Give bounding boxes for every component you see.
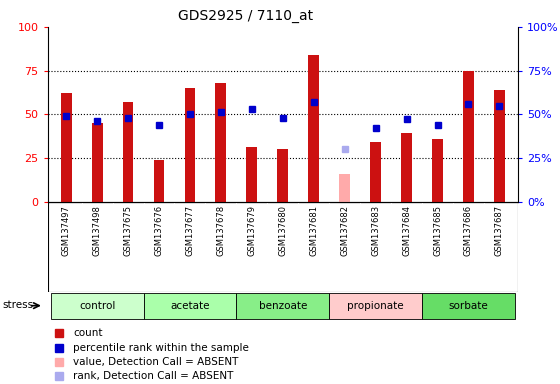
Bar <box>92 123 102 202</box>
Bar <box>123 102 133 202</box>
Text: GSM137685: GSM137685 <box>433 205 442 256</box>
Bar <box>51 293 143 319</box>
Bar <box>329 293 422 319</box>
Text: acetate: acetate <box>170 301 209 311</box>
Text: GSM137686: GSM137686 <box>464 205 473 257</box>
Text: GSM137498: GSM137498 <box>92 205 101 256</box>
Text: GSM137678: GSM137678 <box>216 205 226 257</box>
Text: GSM137680: GSM137680 <box>278 205 287 256</box>
Text: sorbate: sorbate <box>449 301 488 311</box>
Text: count: count <box>73 328 103 338</box>
Bar <box>277 149 288 202</box>
Text: GSM137497: GSM137497 <box>62 205 71 256</box>
Bar <box>216 83 226 202</box>
Text: benzoate: benzoate <box>259 301 307 311</box>
Text: rank, Detection Call = ABSENT: rank, Detection Call = ABSENT <box>73 371 234 381</box>
Bar <box>60 93 72 202</box>
Text: GSM137679: GSM137679 <box>248 205 256 256</box>
Bar <box>236 293 329 319</box>
Bar <box>422 293 515 319</box>
Bar <box>432 139 443 202</box>
Text: control: control <box>79 301 115 311</box>
Text: GSM137681: GSM137681 <box>309 205 318 256</box>
Text: GSM137675: GSM137675 <box>124 205 133 256</box>
Text: GDS2925 / 7110_at: GDS2925 / 7110_at <box>178 9 312 23</box>
Text: value, Detection Call = ABSENT: value, Detection Call = ABSENT <box>73 357 239 367</box>
Bar <box>494 90 505 202</box>
Bar <box>401 134 412 202</box>
Text: GSM137687: GSM137687 <box>495 205 504 257</box>
Text: propionate: propionate <box>347 301 404 311</box>
Text: stress: stress <box>2 300 34 310</box>
Bar <box>246 147 257 202</box>
Text: GSM137677: GSM137677 <box>185 205 194 257</box>
Bar <box>339 174 350 202</box>
Bar <box>185 88 195 202</box>
Bar <box>463 71 474 202</box>
Bar <box>370 142 381 202</box>
Text: GSM137683: GSM137683 <box>371 205 380 257</box>
Text: GSM137682: GSM137682 <box>340 205 349 256</box>
Text: GSM137676: GSM137676 <box>155 205 164 257</box>
Text: GSM137684: GSM137684 <box>402 205 411 256</box>
Text: percentile rank within the sample: percentile rank within the sample <box>73 343 249 353</box>
Bar <box>309 55 319 202</box>
Bar <box>143 293 236 319</box>
Bar <box>153 160 165 202</box>
